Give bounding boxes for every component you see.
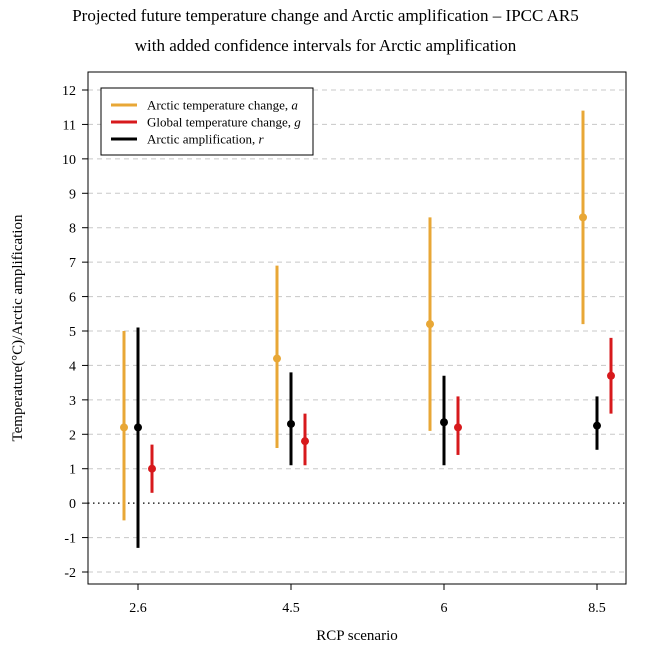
chart-subtitle: with added confidence intervals for Arct… (134, 36, 517, 55)
y-tick-label: -1 (64, 532, 76, 547)
x-axis-label: RCP scenario (316, 628, 398, 644)
point-0-0 (120, 423, 128, 432)
y-axis-label: Temperature(°C)/Arctic amplification (10, 214, 26, 441)
y-tick-label: 12 (62, 84, 76, 99)
legend-label: Arctic amplification, r (147, 132, 265, 147)
gridlines (88, 89, 626, 573)
series-layer (120, 110, 615, 548)
y-tick-label: 0 (69, 497, 76, 512)
legend-label: Arctic temperature change, a (147, 98, 298, 113)
point-2-2 (440, 418, 448, 427)
y-tick-label: -2 (64, 566, 76, 581)
point-2-0 (134, 423, 142, 432)
chart-title: Projected future temperature change and … (72, 6, 579, 25)
legend-label: Global temperature change, g (147, 115, 301, 130)
y-tick-label: 10 (62, 153, 76, 168)
y-tick-label: 8 (69, 222, 76, 237)
plot-frame (87, 71, 627, 585)
x-tick-label: 8.5 (588, 601, 606, 616)
y-tick-label: 3 (69, 394, 76, 409)
x-axis: 2.6 4.5 6 8.5 (129, 584, 606, 616)
y-tick-label: 2 (69, 428, 76, 443)
y-tick-label: 9 (69, 187, 76, 202)
point-1-0 (148, 464, 156, 473)
legend: Arctic temperature change, a Global tempe… (100, 87, 314, 156)
point-2-3 (593, 421, 601, 430)
y-tick-label: 7 (69, 256, 76, 271)
y-tick-label: 5 (69, 325, 76, 340)
y-tick-label: 6 (69, 291, 76, 306)
y-tick-label: 1 (69, 463, 76, 478)
point-1-2 (454, 423, 462, 432)
x-tick-label: 6 (441, 601, 448, 616)
x-tick-label: 2.6 (129, 601, 147, 616)
point-0-3 (579, 213, 587, 222)
y-tick-label: 4 (69, 359, 76, 374)
point-1-1 (301, 437, 309, 446)
y-tick-label: 11 (63, 118, 76, 133)
point-2-1 (287, 419, 295, 428)
point-0-2 (426, 320, 434, 329)
point-0-1 (273, 354, 281, 363)
x-tick-label: 4.5 (282, 601, 300, 616)
point-1-3 (607, 371, 615, 380)
